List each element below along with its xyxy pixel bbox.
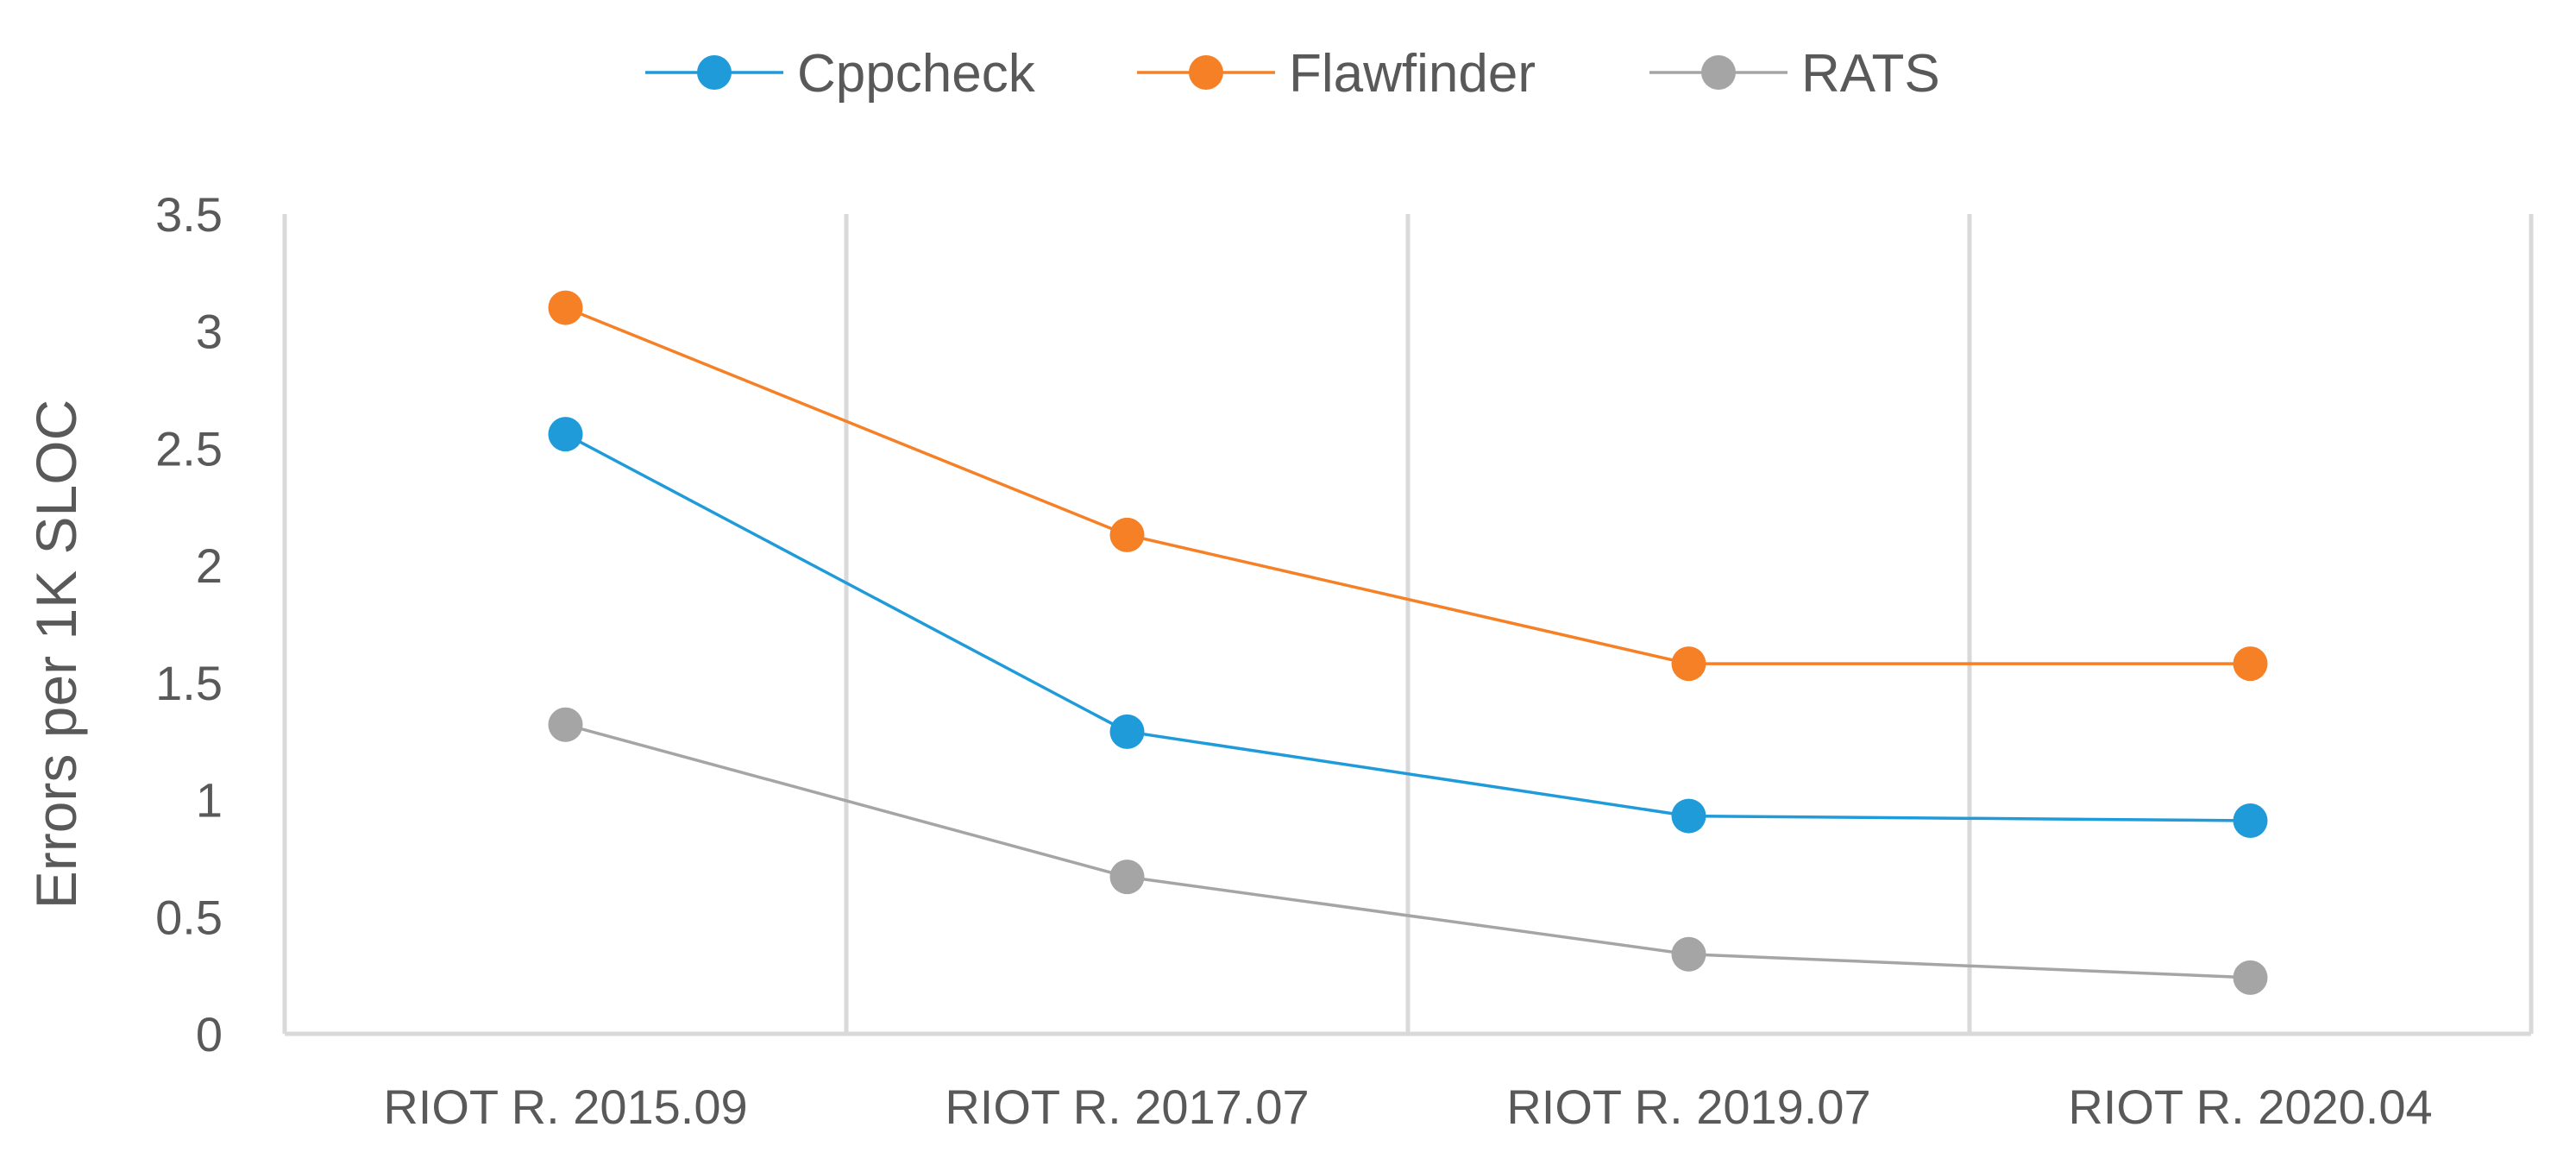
data-point-rats xyxy=(548,707,583,742)
legend-label-cppcheck: Cppcheck xyxy=(797,44,1036,104)
series-line-rats xyxy=(565,723,2251,979)
y-tick-label: 1.5 xyxy=(155,656,223,710)
data-point-cppcheck xyxy=(1109,714,1145,749)
y-tick-label: 2 xyxy=(196,538,223,593)
series-rats xyxy=(548,707,2268,995)
legend-item-cppcheck: Cppcheck xyxy=(645,44,1036,104)
data-point-cppcheck xyxy=(1671,798,1706,834)
x-axis-ticks: RIOT R. 2015.09 RIOT R. 2017.07 RIOT R. 20… xyxy=(383,1080,2432,1134)
series-group xyxy=(548,290,2268,995)
data-point-cppcheck xyxy=(548,417,583,452)
y-tick-label: 0 xyxy=(196,1007,223,1061)
data-point-rats xyxy=(2233,960,2268,995)
y-tick-label: 3.5 xyxy=(155,187,223,242)
legend-marker-cppcheck xyxy=(697,55,732,90)
y-axis-title: Errors per 1K SLOC xyxy=(24,400,88,910)
x-tick-label: RIOT R. 2019.07 xyxy=(1506,1080,1870,1134)
data-point-rats xyxy=(1109,860,1145,895)
y-tick-label: 0.5 xyxy=(155,890,223,944)
data-point-rats xyxy=(1671,936,1706,972)
x-tick-label: RIOT R. 2015.09 xyxy=(383,1080,747,1134)
legend-marker-rats xyxy=(1701,55,1736,90)
data-point-flawfinder xyxy=(548,290,583,325)
legend-label-rats: RATS xyxy=(1801,44,1940,104)
y-tick-label: 3 xyxy=(196,305,223,359)
series-line-flawfinder xyxy=(564,305,2251,665)
legend-item-flawfinder: Flawfinder xyxy=(1137,44,1536,104)
legend-marker-flawfinder xyxy=(1189,55,1223,90)
data-point-flawfinder xyxy=(2233,646,2268,682)
x-tick-label: RIOT R. 2020.04 xyxy=(2068,1080,2432,1134)
gridlines xyxy=(282,214,2534,1034)
legend-item-rats: RATS xyxy=(1649,44,1940,104)
data-point-flawfinder xyxy=(1671,646,1706,682)
data-point-cppcheck xyxy=(2233,803,2268,838)
series-flawfinder xyxy=(548,290,2268,682)
y-tick-label: 1 xyxy=(196,773,223,828)
x-tick-label: RIOT R. 2017.07 xyxy=(945,1080,1309,1134)
series-cppcheck xyxy=(548,417,2268,838)
series-line-cppcheck xyxy=(564,432,2251,822)
y-axis-ticks: 0 0.5 1 1.5 2 2.5 3 3.5 xyxy=(155,187,223,1061)
y-tick-label: 2.5 xyxy=(155,421,223,475)
legend: Cppcheck Flawfinder RATS xyxy=(645,44,1940,104)
legend-label-flawfinder: Flawfinder xyxy=(1289,44,1536,104)
data-point-flawfinder xyxy=(1109,517,1145,552)
